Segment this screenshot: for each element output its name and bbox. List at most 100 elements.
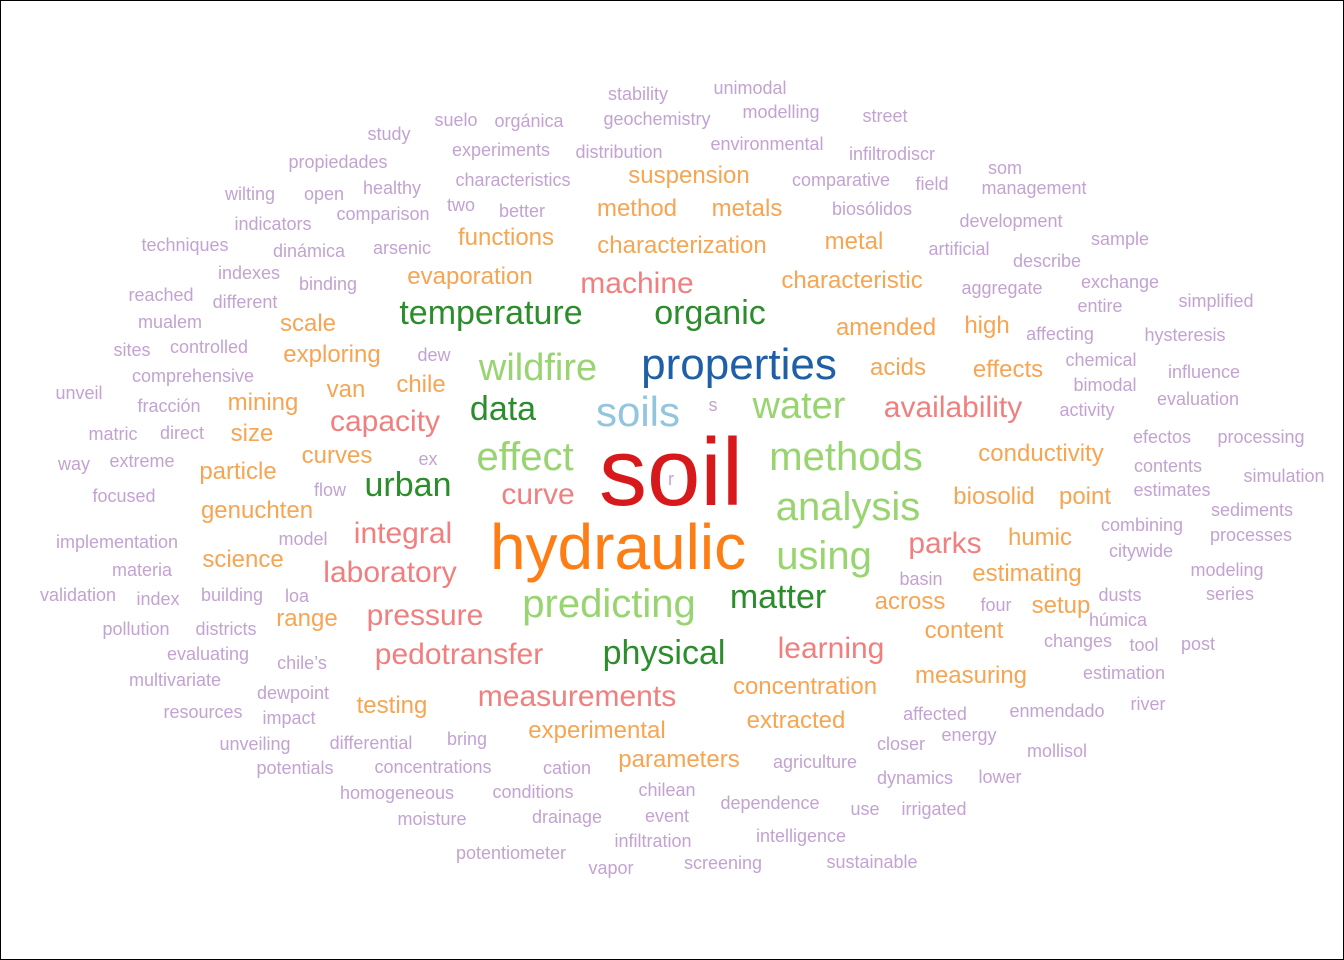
word-48: particle bbox=[199, 458, 277, 485]
word-192: sustainable bbox=[826, 852, 918, 872]
word-155: post bbox=[1180, 634, 1216, 654]
word-86: two bbox=[446, 195, 476, 215]
word-8: matter bbox=[729, 578, 827, 616]
word-185: drainage bbox=[531, 807, 603, 827]
word-178: homogeneous bbox=[339, 783, 455, 803]
word-172: potentials bbox=[256, 758, 334, 778]
word-52: humic bbox=[1007, 524, 1073, 551]
word-187: intelligence bbox=[755, 826, 847, 846]
word-32: characterization bbox=[597, 232, 767, 259]
word-127: ex bbox=[418, 449, 438, 469]
word-140: materia bbox=[111, 560, 173, 580]
word-17: machine bbox=[580, 267, 694, 300]
word-125: way bbox=[57, 454, 91, 474]
word-38: high bbox=[964, 312, 1010, 339]
word-85: open bbox=[303, 184, 345, 204]
word-116: unveil bbox=[55, 383, 103, 403]
word-68: street bbox=[862, 106, 908, 126]
word-158: multivariate bbox=[128, 670, 222, 690]
word-77: propiedades bbox=[288, 152, 388, 172]
word-143: validation bbox=[39, 585, 117, 605]
word-92: sample bbox=[1090, 229, 1150, 249]
word-184: moisture bbox=[397, 809, 467, 829]
word-75: distribution bbox=[575, 142, 663, 162]
word-175: agriculture bbox=[772, 752, 858, 772]
word-91: indicators bbox=[234, 214, 312, 234]
word-47: curves bbox=[301, 442, 373, 469]
word-134: sediments bbox=[1210, 500, 1294, 520]
word-31: functions bbox=[457, 224, 555, 251]
word-1: hydraulic bbox=[489, 511, 747, 583]
word-67: modelling bbox=[742, 102, 820, 122]
word-149: four bbox=[980, 595, 1012, 615]
word-119: evaluation bbox=[1156, 389, 1240, 409]
word-132: flow bbox=[313, 480, 347, 500]
word-4: temperature bbox=[399, 294, 583, 332]
word-33: metal bbox=[824, 228, 884, 255]
word-164: affected bbox=[903, 704, 967, 724]
word-120: activity bbox=[1059, 400, 1115, 420]
word-3: soils bbox=[595, 388, 681, 435]
word-29: method bbox=[596, 195, 678, 222]
word-36: scale bbox=[279, 310, 337, 337]
word-76: infiltrodiscr bbox=[848, 144, 936, 164]
word-64: parameters bbox=[618, 746, 740, 773]
word-6: data bbox=[469, 390, 537, 428]
word-20: curve bbox=[501, 478, 575, 511]
word-23: parks bbox=[908, 527, 982, 560]
word-162: resources bbox=[163, 702, 243, 722]
word-65: stability bbox=[607, 84, 669, 104]
word-24: pressure bbox=[366, 599, 484, 632]
word-97: describe bbox=[1012, 251, 1082, 271]
word-110: controlled bbox=[169, 337, 249, 357]
word-186: event bbox=[644, 806, 690, 826]
word-112: chemical bbox=[1065, 350, 1137, 370]
word-57: setup bbox=[1031, 592, 1091, 619]
word-80: characteristics bbox=[455, 170, 571, 190]
word-173: concentrations bbox=[374, 757, 492, 777]
word-179: conditions bbox=[492, 782, 574, 802]
word-59: concentration bbox=[732, 673, 878, 700]
word-176: dynamics bbox=[876, 768, 954, 788]
word-62: extracted bbox=[746, 707, 846, 734]
word-70: suelo bbox=[434, 110, 478, 130]
word-88: biosólidos bbox=[831, 199, 913, 219]
word-50: point bbox=[1058, 483, 1112, 510]
word-60: measuring bbox=[914, 662, 1028, 689]
word-81: comparative bbox=[791, 170, 891, 190]
word-99: binding bbox=[298, 274, 358, 294]
word-169: bring bbox=[446, 729, 488, 749]
word-151: districts bbox=[195, 619, 257, 639]
word-168: differential bbox=[329, 733, 413, 753]
word-53: science bbox=[202, 546, 284, 573]
word-144: index bbox=[136, 589, 180, 609]
word-49: biosolid bbox=[953, 483, 1035, 510]
word-145: building bbox=[200, 585, 264, 605]
word-105: simplified bbox=[1178, 291, 1254, 311]
word-121: matric bbox=[88, 424, 138, 444]
word-27: measurements bbox=[477, 680, 677, 713]
word-79: healthy bbox=[362, 178, 422, 198]
word-148: series bbox=[1205, 584, 1255, 604]
word-138: model bbox=[278, 529, 328, 549]
word-129: simulation bbox=[1243, 466, 1325, 486]
word-147: dusts bbox=[1098, 585, 1142, 605]
word-117: fracción bbox=[137, 396, 201, 416]
word-108: hysteresis bbox=[1144, 325, 1226, 345]
word-183: irrigated bbox=[901, 799, 967, 819]
word-11: water bbox=[752, 385, 846, 427]
word-73: environmental bbox=[710, 134, 824, 154]
word-43: chile bbox=[396, 371, 446, 398]
word-101: exchange bbox=[1080, 272, 1160, 292]
word-40: acids bbox=[869, 354, 927, 381]
word-18: capacity bbox=[329, 405, 441, 438]
word-174: cation bbox=[542, 758, 592, 778]
word-177: lower bbox=[978, 767, 1022, 787]
word-72: geochemistry bbox=[603, 109, 711, 129]
word-89: comparison bbox=[336, 204, 430, 224]
word-171: mollisol bbox=[1026, 741, 1088, 761]
word-124: processing bbox=[1217, 427, 1305, 447]
word-135: combining bbox=[1100, 515, 1184, 535]
word-66: unimodal bbox=[713, 78, 787, 98]
word-118: s bbox=[708, 395, 718, 415]
